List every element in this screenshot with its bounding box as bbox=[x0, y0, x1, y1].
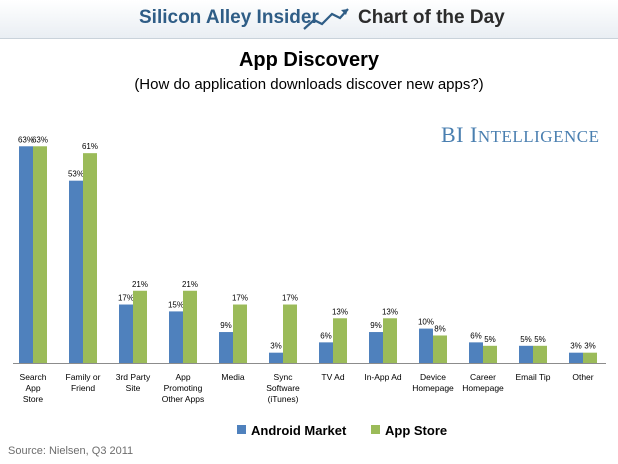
data-label: 9% bbox=[220, 321, 232, 330]
category-label: Homepage bbox=[412, 383, 454, 393]
data-label: 3% bbox=[570, 342, 582, 351]
bar bbox=[169, 311, 183, 363]
brand-bi: BI bbox=[441, 122, 464, 147]
data-label: 5% bbox=[520, 335, 532, 344]
category-label: Email Tip bbox=[516, 372, 551, 382]
category-label: Other Apps bbox=[162, 394, 205, 404]
data-label: 61% bbox=[82, 142, 98, 151]
data-label: 6% bbox=[320, 331, 332, 340]
data-label: 63% bbox=[32, 135, 48, 144]
bar bbox=[133, 290, 147, 363]
category-label: In-App Ad bbox=[364, 372, 402, 382]
category-label: Sync bbox=[274, 372, 294, 382]
data-label: 21% bbox=[182, 280, 198, 289]
category-label: Device bbox=[420, 372, 446, 382]
bar bbox=[433, 335, 447, 363]
banner-right-text: Chart of the Day bbox=[358, 7, 505, 28]
bar bbox=[483, 345, 497, 363]
category-label: Homepage bbox=[462, 383, 504, 393]
banner-left-text: Silicon Alley Insider bbox=[139, 7, 319, 28]
data-label: 21% bbox=[132, 280, 148, 289]
data-label: 3% bbox=[584, 342, 596, 351]
bar bbox=[233, 304, 247, 363]
bar bbox=[383, 318, 397, 363]
source-note: Source: Nielsen, Q3 2011 bbox=[8, 445, 134, 457]
bar bbox=[583, 352, 597, 363]
bar bbox=[333, 318, 347, 363]
category-label: App bbox=[175, 372, 190, 382]
category-label: Friend bbox=[71, 383, 95, 393]
data-label: 5% bbox=[484, 335, 496, 344]
brand-initial: I bbox=[470, 122, 478, 147]
legend-android: Android Market bbox=[237, 423, 346, 438]
category-label: Media bbox=[221, 372, 244, 382]
bar bbox=[119, 304, 133, 363]
bar bbox=[519, 345, 533, 363]
bar bbox=[569, 352, 583, 363]
legend-label-appstore: App Store bbox=[385, 423, 448, 438]
bar bbox=[319, 342, 333, 363]
data-label: 63% bbox=[18, 135, 34, 144]
data-label: 53% bbox=[68, 170, 84, 179]
category-label: Other bbox=[572, 372, 593, 382]
trend-chart-icon bbox=[303, 8, 349, 30]
bar bbox=[69, 180, 83, 363]
legend-appstore: App Store bbox=[371, 423, 447, 438]
bar bbox=[283, 304, 297, 363]
chart-title: App Discovery bbox=[238, 49, 380, 71]
legend-label-android: Android Market bbox=[251, 423, 347, 438]
category-label: Career bbox=[470, 372, 496, 382]
category-label: Software bbox=[266, 383, 300, 393]
category-label: (iTunes) bbox=[268, 394, 299, 404]
header-banner: Silicon Alley Insider Chart of the Day bbox=[0, 0, 618, 39]
bar bbox=[183, 290, 197, 363]
data-label: 6% bbox=[470, 331, 482, 340]
data-label: 15% bbox=[168, 300, 184, 309]
bar bbox=[419, 328, 433, 363]
category-label: Site bbox=[126, 383, 141, 393]
bar bbox=[369, 332, 383, 363]
data-label: 13% bbox=[332, 307, 348, 316]
brand-rest: NTELLIGENCE bbox=[477, 127, 600, 146]
legend-swatch-appstore bbox=[371, 425, 380, 434]
bar bbox=[219, 332, 233, 363]
bar bbox=[469, 342, 483, 363]
legend-swatch-android bbox=[237, 425, 246, 434]
chart-subtitle: (How do application downloads discover n… bbox=[134, 76, 484, 93]
bar bbox=[19, 146, 33, 363]
data-label: 10% bbox=[418, 318, 434, 327]
bar bbox=[33, 146, 47, 363]
category-label: Family or bbox=[66, 372, 101, 382]
category-label: Store bbox=[23, 394, 44, 404]
data-label: 17% bbox=[118, 294, 134, 303]
category-label: TV Ad bbox=[321, 372, 344, 382]
data-label: 9% bbox=[370, 321, 382, 330]
bi-intelligence-logo: BI INTELLIGENCE bbox=[441, 122, 599, 148]
bar bbox=[83, 153, 97, 363]
category-label: Search bbox=[20, 372, 47, 382]
bar bbox=[533, 345, 547, 363]
data-label: 3% bbox=[270, 342, 282, 351]
category-label: App bbox=[25, 383, 40, 393]
data-label: 13% bbox=[382, 307, 398, 316]
category-label: Promoting bbox=[164, 383, 203, 393]
category-label: 3rd Party bbox=[116, 372, 151, 382]
data-label: 5% bbox=[534, 335, 546, 344]
data-label: 17% bbox=[232, 294, 248, 303]
data-label: 17% bbox=[282, 294, 298, 303]
data-label: 8% bbox=[434, 324, 446, 333]
bar bbox=[269, 352, 283, 363]
